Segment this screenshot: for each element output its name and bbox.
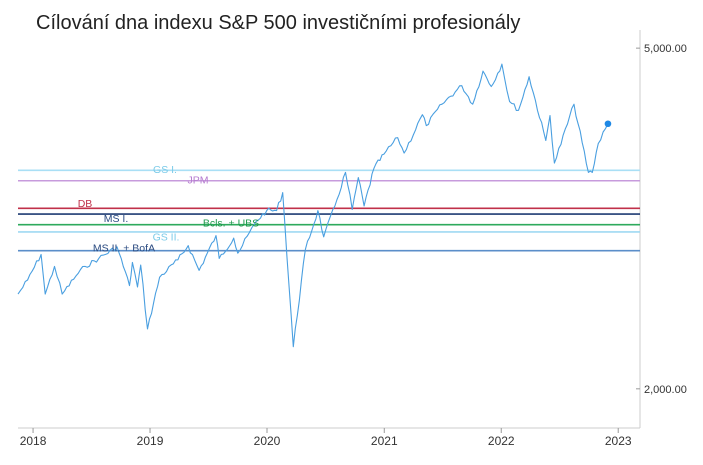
axes: 5,000.00 2,000.00 2018 2019 2020 2021 2022 2023 (18, 30, 687, 448)
y-tick-label: 2,000.00 (644, 384, 687, 396)
y-tick-label: 5,000.00 (644, 43, 687, 55)
x-tick-label: 2023 (605, 434, 632, 448)
reference-line-label: DB (78, 198, 93, 210)
series-line (17, 63, 609, 348)
reference-line-label: GS I. (153, 164, 177, 176)
x-tick-label: 2020 (254, 434, 281, 448)
x-tick-label: 2018 (20, 434, 47, 448)
series-group (17, 63, 612, 348)
labels-group: GS I. JPM DB MS I. Bcls. + UBS GS II.MS II. +… (78, 164, 259, 254)
reference-lines (18, 169, 640, 252)
reference-line-label: MS II. + BofA (93, 242, 155, 254)
chart-title: Cílování dna indexu S&P 500 investičními… (36, 12, 521, 34)
x-tick-label: 2021 (371, 434, 398, 448)
reference-line-label: MS I. (104, 213, 129, 225)
reference-line-label: JPM (188, 175, 209, 187)
reference-line-label: Bcls. + UBS (203, 217, 259, 229)
last-point-marker (604, 120, 612, 128)
reference-line-label: GS II. (153, 232, 180, 244)
x-tick-label: 2019 (137, 434, 164, 448)
x-tick-label: 2022 (488, 434, 515, 448)
